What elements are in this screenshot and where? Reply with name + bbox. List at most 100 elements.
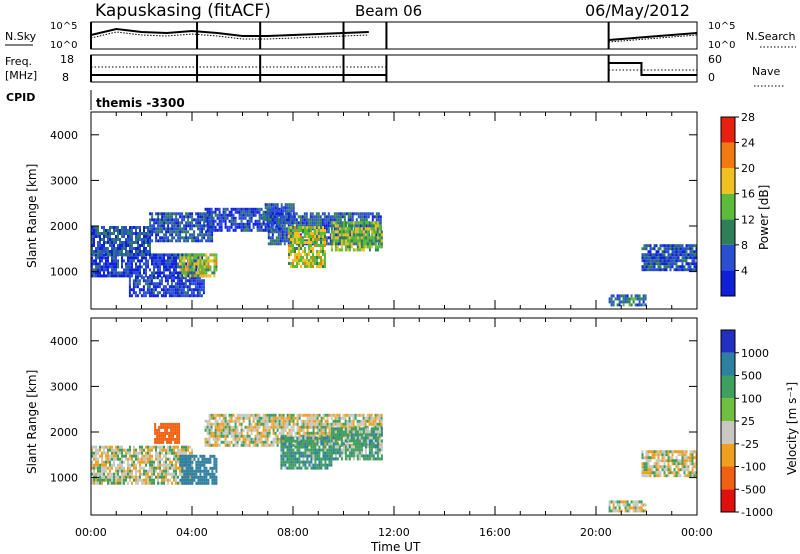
data-cell	[302, 442, 305, 446]
data-cell	[280, 428, 283, 432]
data-cell	[323, 221, 326, 225]
data-cell	[230, 419, 233, 423]
data-cell	[157, 445, 159, 449]
data-cell	[376, 445, 379, 449]
data-cell	[298, 259, 300, 262]
data-cell	[189, 466, 192, 470]
data-cell	[264, 437, 267, 441]
data-cell	[157, 463, 159, 467]
data-cell	[226, 225, 229, 229]
data-cell	[185, 239, 188, 243]
data-cell	[91, 454, 93, 458]
data-cell	[139, 229, 141, 232]
data-cell	[137, 268, 139, 272]
data-cell	[300, 259, 302, 262]
data-cell	[334, 430, 337, 434]
data-cell	[159, 463, 161, 467]
data-cell	[364, 236, 367, 240]
data-cell	[303, 215, 306, 219]
data-cell	[267, 215, 270, 219]
data-cell	[283, 242, 286, 246]
data-cell	[276, 419, 279, 423]
data-cell	[352, 454, 355, 458]
data-cell	[653, 259, 656, 263]
data-cell	[93, 226, 95, 229]
data-cell	[95, 448, 97, 452]
data-cell	[298, 256, 300, 259]
data-cell	[119, 244, 121, 247]
data-cell	[143, 232, 145, 235]
data-cell	[644, 297, 647, 301]
data-cell	[203, 274, 206, 278]
data-cell	[148, 279, 151, 283]
data-cell	[368, 454, 371, 458]
data-cell	[172, 285, 175, 289]
nsearch-tick-top: 10^5	[708, 21, 735, 32]
data-cell	[103, 274, 105, 278]
data-cell	[322, 451, 325, 455]
data-cell	[95, 451, 97, 455]
data-cell	[378, 439, 381, 443]
data-cell	[195, 481, 198, 485]
data-cell	[314, 434, 317, 438]
data-cell	[285, 212, 288, 216]
data-cell	[203, 221, 206, 225]
data-cell	[369, 224, 372, 228]
data-cell	[117, 271, 119, 275]
data-cell	[228, 210, 231, 214]
data-cell	[242, 228, 245, 232]
data-cell	[131, 262, 133, 266]
data-cell	[145, 454, 147, 458]
data-cell	[643, 256, 646, 260]
data-cell	[364, 454, 367, 458]
data-cell	[155, 454, 157, 458]
data-cell	[319, 224, 322, 228]
data-cell	[226, 434, 229, 438]
data-cell	[270, 422, 273, 426]
data-cell	[208, 213, 211, 217]
data-cell	[208, 431, 211, 435]
data-cell	[240, 222, 243, 226]
data-cell	[125, 241, 127, 244]
data-cell	[137, 454, 139, 458]
data-cell	[109, 229, 111, 232]
data-cell	[270, 206, 273, 210]
data-cell	[180, 276, 183, 280]
data-cell	[267, 236, 270, 240]
data-cell	[298, 457, 301, 461]
data-cell	[207, 265, 210, 269]
data-cell	[127, 451, 129, 455]
data-cell	[208, 428, 211, 432]
data-cell	[346, 413, 349, 417]
data-cell	[137, 478, 139, 482]
data-cell	[215, 262, 218, 266]
data-cell	[256, 422, 259, 426]
data-cell	[173, 454, 175, 458]
data-cell	[203, 212, 206, 216]
data-cell	[360, 413, 363, 417]
data-cell	[131, 256, 133, 260]
data-cell	[203, 262, 206, 266]
data-cell	[121, 253, 123, 256]
data-cell	[198, 294, 201, 298]
data-cell	[256, 428, 259, 432]
data-cell	[354, 413, 357, 417]
data-cell	[199, 481, 202, 485]
data-cell	[171, 215, 174, 219]
data-cell	[240, 440, 243, 444]
data-cell	[281, 212, 284, 216]
data-cell	[649, 268, 652, 272]
data-cell	[103, 256, 105, 260]
data-cell	[378, 457, 381, 461]
data-cell	[320, 457, 323, 461]
data-cell	[330, 463, 333, 467]
data-cell	[197, 218, 200, 222]
data-cell	[111, 259, 113, 263]
data-cell	[306, 422, 309, 426]
data-cell	[679, 253, 682, 257]
data-cell	[165, 472, 167, 476]
data-cell	[138, 282, 141, 286]
data-cell	[179, 469, 181, 473]
data-cell	[379, 215, 382, 219]
data-cell	[344, 221, 347, 225]
